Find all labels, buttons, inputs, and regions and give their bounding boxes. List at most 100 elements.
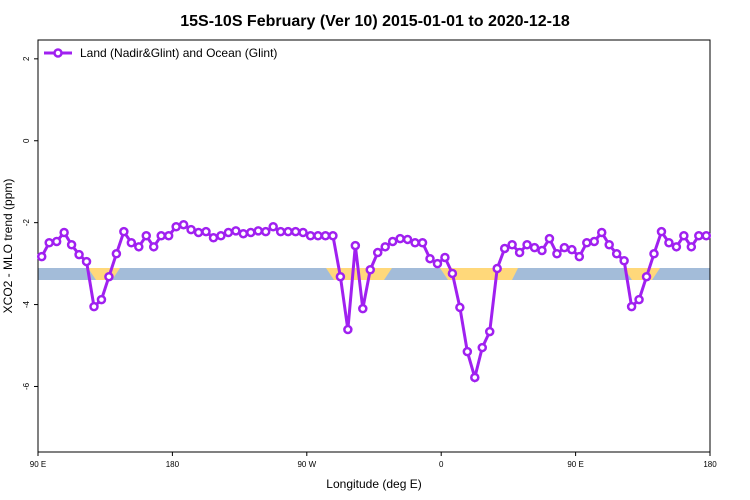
y-tick-label: 2: [22, 56, 31, 61]
data-point: [596, 227, 607, 238]
data-point: [350, 240, 361, 251]
data-point: [223, 227, 234, 238]
data-point: [313, 231, 323, 241]
data-point: [484, 326, 495, 337]
data-point: [298, 227, 308, 238]
data-point: [664, 237, 674, 248]
data-point: [425, 253, 435, 264]
x-tick-label: 90 W: [297, 460, 316, 469]
legend-label: Land (Nadir&Glint) and Ocean (Glint): [80, 46, 277, 60]
data-point: [656, 226, 667, 237]
x-tick-label: 180: [166, 460, 180, 469]
data-point: [440, 252, 450, 263]
data-point: [567, 244, 577, 255]
data-point: [216, 231, 226, 241]
data-point: [410, 237, 420, 248]
data-point: [111, 249, 122, 259]
data-point: [201, 226, 211, 237]
data-point: [432, 258, 443, 269]
data-point: [156, 231, 166, 241]
legend-marker: [53, 48, 63, 58]
data-point: [96, 294, 107, 305]
x-tick-label: 90 E: [567, 460, 583, 469]
data-point: [694, 231, 704, 241]
data-point: [51, 236, 62, 247]
data-point: [619, 255, 629, 266]
data-point: [537, 245, 547, 256]
data-point: [36, 251, 47, 262]
data-point: [193, 227, 204, 238]
data-point: [283, 226, 293, 237]
plot-frame: [37, 39, 711, 453]
x-tick-label: 90 E: [30, 460, 46, 469]
data-point: [372, 247, 383, 258]
y-tick-label: -6: [22, 382, 31, 390]
data-point: [126, 237, 137, 248]
data-point: [462, 346, 473, 357]
data-point: [417, 237, 428, 248]
data-point: [574, 251, 585, 262]
data-point: [544, 233, 555, 244]
data-point: [141, 231, 152, 241]
data-point: [470, 372, 480, 383]
data-point: [104, 271, 114, 282]
data-point: [455, 302, 465, 313]
data-point: [186, 224, 196, 235]
data-point: [74, 249, 84, 260]
data-point: [514, 247, 525, 258]
data-point: [679, 231, 689, 241]
data-point: [559, 242, 570, 253]
data-point: [529, 242, 540, 253]
chart-title: 15S-10S February (Ver 10) 2015-01-01 to …: [180, 13, 570, 30]
data-point: [335, 271, 346, 282]
data-point: [492, 263, 502, 274]
data-point: [589, 236, 600, 247]
data-point: [89, 301, 99, 312]
data-point: [365, 265, 376, 275]
y-tick-label: -2: [22, 219, 31, 227]
data-point: [148, 242, 159, 252]
data-point: [44, 237, 54, 248]
data-point: [686, 242, 697, 252]
data-point: [387, 236, 398, 247]
data-point: [208, 233, 219, 243]
x-tick-label: 180: [703, 460, 717, 469]
data-point: [626, 301, 637, 312]
data-point: [246, 227, 256, 238]
data-point: [499, 243, 510, 254]
data-point: [447, 268, 458, 279]
y-tick-label: 0: [22, 138, 31, 143]
data-point: [402, 234, 413, 245]
data-point: [238, 228, 249, 239]
data-point: [260, 226, 271, 237]
data-point: [81, 256, 92, 267]
data-point: [582, 237, 592, 248]
data-point: [649, 249, 659, 259]
data-point: [275, 226, 286, 237]
y-axis-label: XCO2 - MLO trend (ppm): [1, 179, 15, 314]
data-point: [171, 222, 181, 232]
data-point: [522, 240, 532, 250]
data-point: [328, 231, 338, 241]
data-point: [380, 242, 390, 252]
data-point: [163, 231, 174, 241]
data-point: [66, 240, 77, 250]
data-point: [701, 231, 712, 241]
data-point: [671, 242, 682, 252]
data-point: [604, 240, 614, 250]
x-tick-label: 0: [439, 460, 444, 469]
data-point: [119, 226, 129, 237]
x-axis-label: Longitude (deg E): [326, 477, 421, 491]
data-point: [358, 303, 368, 314]
data-point: [395, 233, 405, 244]
data-point: [611, 249, 622, 259]
data-point: [59, 227, 69, 238]
data-point: [552, 249, 562, 259]
data-point: [641, 271, 652, 282]
y-tick-label: -4: [22, 300, 31, 308]
data-point: [507, 240, 517, 250]
data-point: [134, 242, 144, 252]
data-point: [305, 231, 316, 241]
data-point: [290, 226, 301, 237]
